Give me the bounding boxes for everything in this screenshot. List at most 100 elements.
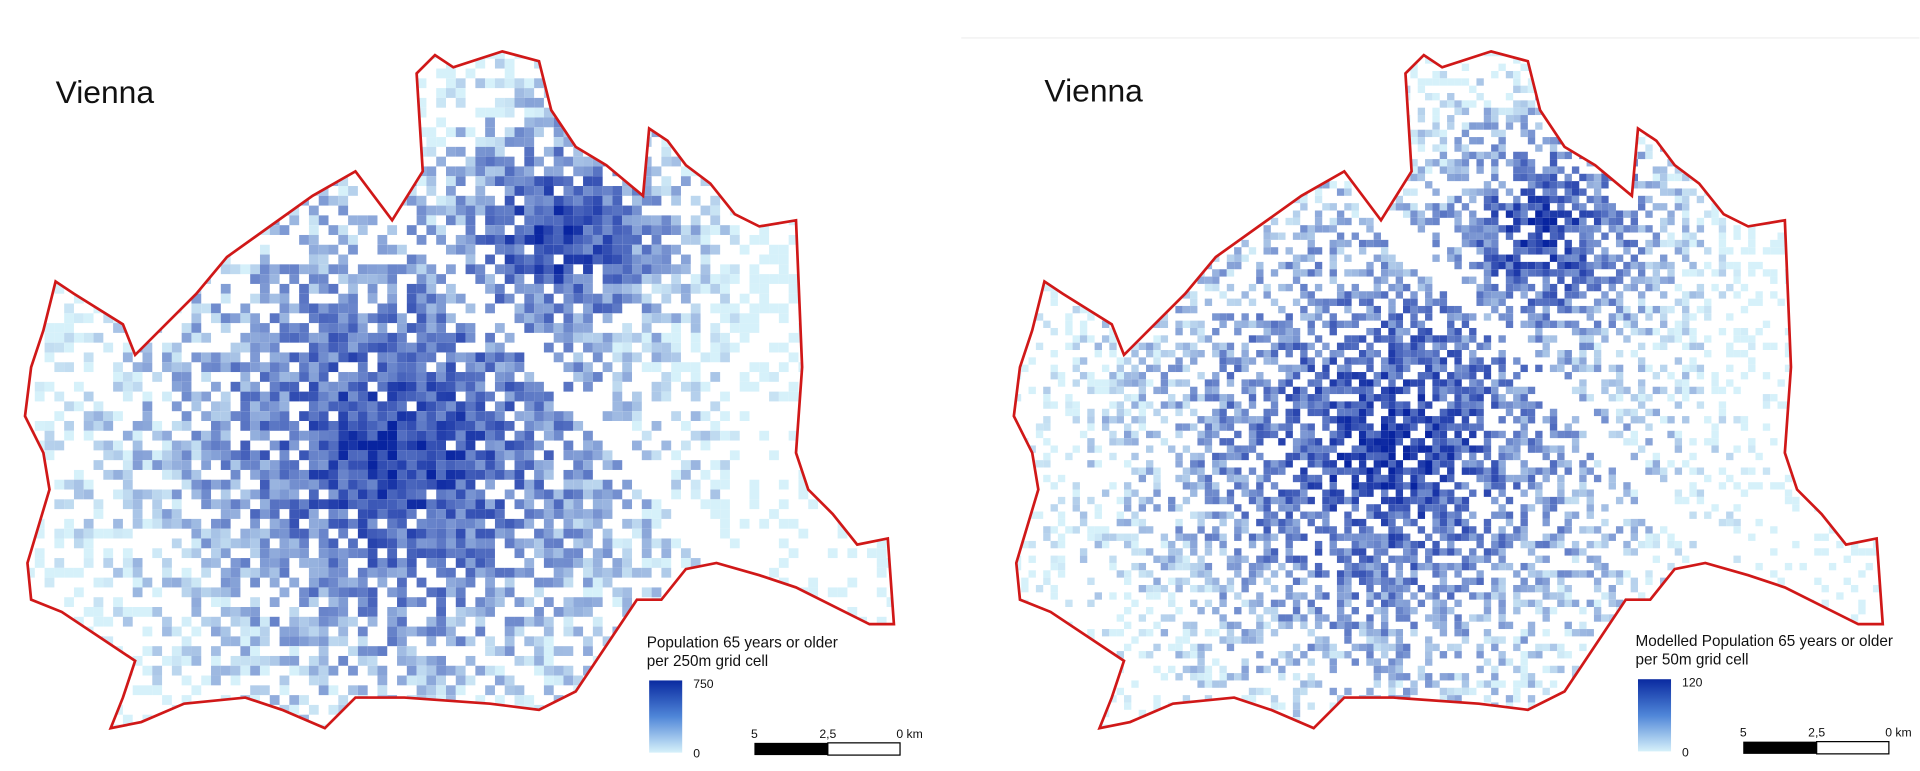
grid-cell bbox=[592, 225, 603, 235]
grid-cell bbox=[357, 430, 368, 441]
grid-cell bbox=[876, 97, 887, 108]
grid-cell bbox=[162, 234, 172, 245]
grid-cell bbox=[1601, 261, 1609, 270]
grid-cell bbox=[1454, 342, 1462, 351]
grid-cell bbox=[1461, 151, 1470, 160]
grid-cell bbox=[1527, 159, 1536, 167]
grid-cell bbox=[308, 597, 319, 608]
grid-cell bbox=[1483, 188, 1492, 196]
grid-cell bbox=[338, 607, 349, 617]
grid-cell bbox=[1153, 320, 1161, 328]
grid-cell bbox=[73, 274, 84, 284]
grid-cell bbox=[661, 97, 672, 108]
grid-cell bbox=[622, 127, 633, 138]
grid-cell bbox=[387, 479, 398, 490]
grid-cell bbox=[622, 215, 633, 226]
grid-cell bbox=[1153, 305, 1161, 314]
grid-cell bbox=[602, 58, 613, 69]
grid-cell bbox=[1821, 151, 1829, 160]
grid-cell bbox=[1770, 107, 1778, 116]
grid-cell bbox=[34, 156, 45, 167]
grid-cell bbox=[348, 518, 358, 529]
grid-cell bbox=[475, 665, 486, 676]
grid-cell bbox=[553, 323, 564, 333]
grid-cell bbox=[1579, 261, 1587, 270]
grid-cell bbox=[504, 68, 515, 79]
grid-cell bbox=[1579, 210, 1587, 218]
grid-cell bbox=[671, 225, 681, 235]
grid-cell bbox=[1718, 188, 1727, 196]
grid-cell bbox=[299, 479, 309, 490]
grid-cell bbox=[181, 362, 192, 373]
grid-cell bbox=[1498, 181, 1506, 189]
grid-cell bbox=[1615, 173, 1624, 182]
grid-cell bbox=[1160, 137, 1169, 145]
grid-cell bbox=[1241, 144, 1249, 152]
grid-cell bbox=[465, 558, 476, 568]
grid-cell bbox=[1219, 159, 1227, 167]
grid-cell bbox=[622, 186, 633, 196]
grid-cell bbox=[1880, 217, 1883, 226]
grid-cell bbox=[563, 78, 574, 89]
grid-cell bbox=[1109, 298, 1117, 306]
grid-cell bbox=[573, 362, 584, 373]
grid-cell bbox=[769, 509, 779, 519]
grid-cell bbox=[759, 362, 770, 373]
grid-cell bbox=[1072, 364, 1080, 373]
grid-cell bbox=[1285, 247, 1293, 255]
grid-cell bbox=[788, 78, 799, 89]
grid-cell bbox=[1520, 122, 1528, 130]
grid-cell bbox=[1395, 320, 1404, 328]
grid-cell bbox=[494, 401, 505, 412]
grid-cell bbox=[827, 342, 838, 353]
grid-cell bbox=[632, 97, 642, 108]
grid-cell bbox=[240, 303, 251, 314]
grid-cell bbox=[1586, 100, 1594, 108]
grid-cell bbox=[436, 655, 446, 666]
grid-cell bbox=[1630, 115, 1638, 123]
grid-cell bbox=[132, 420, 143, 431]
grid-cell bbox=[299, 538, 309, 549]
grid-cell bbox=[1021, 100, 1029, 108]
grid-cell bbox=[475, 518, 486, 529]
grid-cell bbox=[318, 274, 329, 284]
grid-cell bbox=[563, 293, 574, 304]
grid-cell bbox=[1197, 181, 1205, 189]
grid-cell bbox=[1439, 137, 1448, 145]
grid-cell bbox=[641, 323, 652, 333]
grid-cell bbox=[680, 264, 691, 275]
grid-cell bbox=[181, 460, 192, 470]
grid-cell bbox=[1212, 269, 1220, 277]
grid-cell bbox=[563, 342, 574, 353]
grid-cell bbox=[1865, 283, 1873, 292]
grid-cell bbox=[1586, 210, 1594, 218]
grid-cell bbox=[494, 215, 505, 226]
grid-cell bbox=[446, 127, 456, 138]
grid-cell bbox=[1212, 93, 1220, 101]
grid-cell bbox=[1527, 298, 1536, 306]
grid-cell bbox=[1799, 261, 1807, 270]
grid-cell bbox=[1322, 181, 1330, 189]
grid-cell bbox=[240, 342, 251, 353]
grid-cell bbox=[328, 313, 339, 324]
grid-cell bbox=[1366, 269, 1374, 277]
grid-cell bbox=[1344, 342, 1352, 351]
grid-cell bbox=[837, 352, 848, 363]
grid-cell bbox=[1197, 320, 1205, 328]
grid-cell bbox=[1447, 203, 1455, 211]
grid-cell bbox=[201, 430, 212, 441]
grid-cell bbox=[250, 597, 260, 608]
grid-cell bbox=[1395, 100, 1404, 108]
grid-cell bbox=[573, 107, 584, 118]
grid-cell bbox=[259, 342, 270, 353]
grid-cell bbox=[651, 391, 662, 402]
grid-cell bbox=[250, 362, 260, 373]
grid-cell bbox=[1314, 335, 1323, 343]
grid-cell bbox=[348, 401, 358, 412]
grid-cell bbox=[1373, 151, 1381, 160]
grid-cell bbox=[1043, 320, 1051, 328]
grid-cell bbox=[1527, 335, 1536, 343]
grid-cell bbox=[259, 372, 270, 382]
grid-cell bbox=[348, 538, 358, 549]
grid-cell bbox=[612, 186, 623, 196]
